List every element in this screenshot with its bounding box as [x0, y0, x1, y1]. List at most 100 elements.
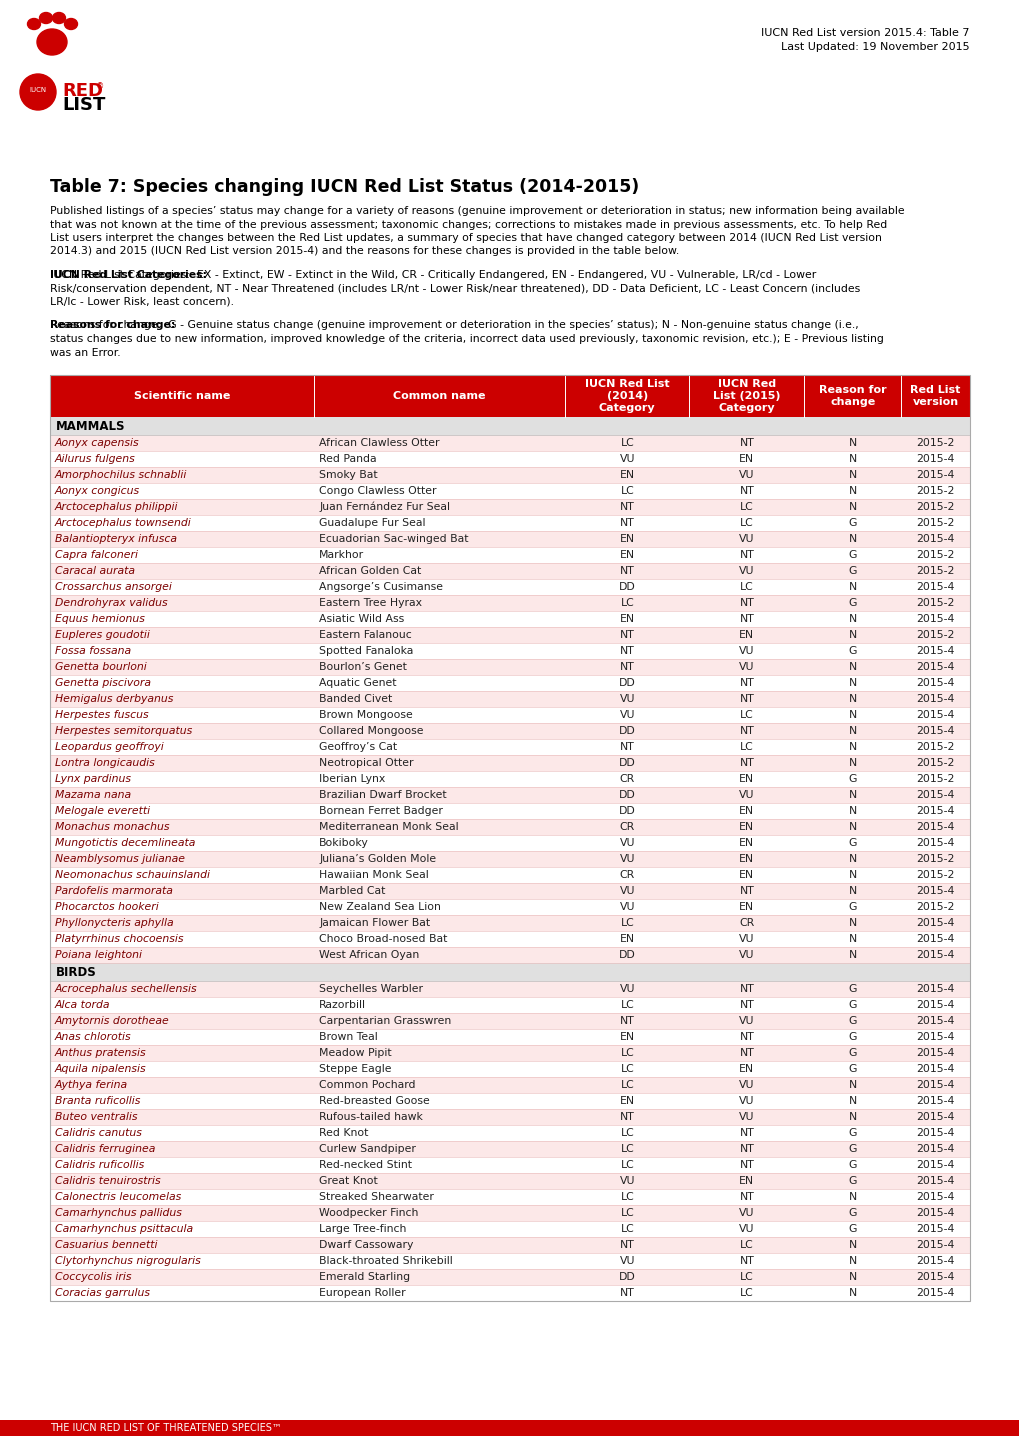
Text: Ailurus fulgens: Ailurus fulgens	[55, 454, 136, 464]
Bar	[50, 1109, 969, 1125]
Text: 2015-4: 2015-4	[915, 1240, 954, 1250]
Text: Brazilian Dwarf Brocket: Brazilian Dwarf Brocket	[319, 790, 446, 800]
Text: Published listings of a species’ status may change for a variety of reasons (gen: Published listings of a species’ status …	[50, 206, 904, 216]
Text: LC: LC	[620, 1048, 634, 1058]
Text: Pardofelis marmorata: Pardofelis marmorata	[55, 885, 172, 895]
Text: DD: DD	[619, 1272, 635, 1282]
Text: N: N	[848, 1096, 856, 1106]
Text: 2015-2: 2015-2	[915, 870, 954, 880]
Text: VU: VU	[739, 1096, 754, 1106]
Text: Buteo ventralis: Buteo ventralis	[55, 1112, 138, 1122]
Text: LC: LC	[620, 598, 634, 609]
Text: G: G	[848, 567, 856, 575]
Text: Dwarf Cassowary: Dwarf Cassowary	[319, 1240, 413, 1250]
Text: 2015-2: 2015-2	[915, 743, 954, 751]
Text: G: G	[848, 983, 856, 994]
Text: Great Knot: Great Knot	[319, 1177, 377, 1185]
Text: Aonyx capensis: Aonyx capensis	[55, 438, 140, 448]
Text: 2015-2: 2015-2	[915, 903, 954, 911]
Text: NT: NT	[620, 1288, 634, 1298]
Text: Last Updated: 19 November 2015: Last Updated: 19 November 2015	[781, 42, 969, 52]
Text: Herpestes semitorquatus: Herpestes semitorquatus	[55, 725, 192, 735]
Bar	[50, 756, 969, 771]
Text: 2015-4: 2015-4	[915, 806, 954, 816]
Text: NT: NT	[739, 725, 753, 735]
Text: N: N	[848, 630, 856, 640]
Text: N: N	[848, 806, 856, 816]
Text: Coracias garrulus: Coracias garrulus	[55, 1288, 150, 1298]
Text: 2015-2: 2015-2	[915, 486, 954, 496]
Text: Mazama nana: Mazama nana	[55, 790, 131, 800]
Bar	[50, 932, 969, 947]
Text: European Roller: European Roller	[319, 1288, 406, 1298]
Text: G: G	[848, 838, 856, 848]
Text: LC: LC	[740, 518, 753, 528]
Text: 2015-4: 2015-4	[915, 1017, 954, 1027]
Bar	[50, 1061, 969, 1077]
Text: EN: EN	[739, 630, 754, 640]
Text: Lontra longicaudis: Lontra longicaudis	[55, 758, 155, 769]
Text: Equus hemionus: Equus hemionus	[55, 614, 145, 624]
Text: NT: NT	[739, 1159, 753, 1169]
Text: Brown Mongoose: Brown Mongoose	[319, 709, 413, 720]
Text: 2015-4: 2015-4	[915, 1288, 954, 1298]
Text: VU: VU	[619, 903, 635, 911]
Text: G: G	[848, 518, 856, 528]
Text: Neamblysomus julianae: Neamblysomus julianae	[55, 854, 184, 864]
Bar	[50, 771, 969, 787]
Text: N: N	[848, 662, 856, 672]
Bar	[50, 898, 969, 916]
Bar	[50, 787, 969, 803]
Text: Razorbill: Razorbill	[319, 999, 366, 1009]
Text: 2015-2: 2015-2	[915, 502, 954, 512]
Text: NT: NT	[739, 1128, 753, 1138]
Text: 2015-4: 2015-4	[915, 838, 954, 848]
Text: VU: VU	[739, 950, 754, 960]
Text: LIST: LIST	[62, 97, 105, 114]
Bar	[50, 691, 969, 707]
Text: EN: EN	[739, 903, 754, 911]
Bar	[50, 675, 969, 691]
Text: N: N	[848, 470, 856, 480]
Text: CR: CR	[739, 919, 754, 929]
Text: Aquila nipalensis: Aquila nipalensis	[55, 1064, 147, 1074]
Text: LC: LC	[740, 709, 753, 720]
Text: N: N	[848, 1112, 856, 1122]
Text: N: N	[848, 1256, 856, 1266]
Bar	[50, 803, 969, 819]
Text: N: N	[848, 583, 856, 593]
Text: EN: EN	[620, 534, 634, 544]
Text: EN: EN	[620, 549, 634, 559]
Bar	[50, 981, 969, 996]
Text: Carpentarian Grasswren: Carpentarian Grasswren	[319, 1017, 450, 1027]
Ellipse shape	[52, 13, 65, 23]
Text: NT: NT	[739, 549, 753, 559]
Text: Casuarius bennetti: Casuarius bennetti	[55, 1240, 157, 1250]
Text: 2015-2: 2015-2	[915, 630, 954, 640]
Text: LC: LC	[740, 1272, 753, 1282]
Text: VU: VU	[739, 567, 754, 575]
Text: Balantiopteryx infusca: Balantiopteryx infusca	[55, 534, 177, 544]
Text: DD: DD	[619, 758, 635, 769]
Text: LC: LC	[740, 1240, 753, 1250]
Text: 2015-2: 2015-2	[915, 854, 954, 864]
Text: 2015-4: 2015-4	[915, 1048, 954, 1058]
Text: Red Knot: Red Knot	[319, 1128, 368, 1138]
Ellipse shape	[40, 13, 52, 23]
Text: NT: NT	[739, 598, 753, 609]
Text: Red-breasted Goose: Red-breasted Goose	[319, 1096, 429, 1106]
Text: VU: VU	[619, 1177, 635, 1185]
Text: 2015-4: 2015-4	[915, 1096, 954, 1106]
Text: G: G	[848, 1048, 856, 1058]
Text: Rufous-tailed hawk: Rufous-tailed hawk	[319, 1112, 423, 1122]
Text: EN: EN	[739, 854, 754, 864]
Bar	[50, 515, 969, 531]
Text: N: N	[848, 885, 856, 895]
Bar	[50, 867, 969, 883]
Ellipse shape	[28, 19, 41, 29]
Text: G: G	[848, 774, 856, 784]
Text: 2015-4: 2015-4	[915, 950, 954, 960]
Text: NT: NT	[620, 743, 634, 751]
Text: 2015-2: 2015-2	[915, 567, 954, 575]
Text: EN: EN	[739, 774, 754, 784]
